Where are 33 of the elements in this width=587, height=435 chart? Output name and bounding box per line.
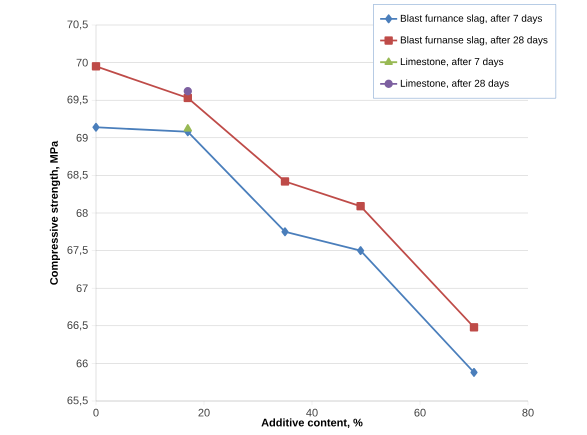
y-tick-label: 70,5 (67, 20, 88, 30)
point (184, 94, 192, 102)
y-tick-label: 68,5 (67, 170, 88, 180)
y-tick-label: 65,5 (67, 396, 88, 406)
point (356, 202, 365, 210)
y-tick-label: 69,5 (67, 96, 88, 105)
y-tick-label: 67 (76, 284, 88, 292)
point (280, 177, 290, 186)
legend-label: Blast furnance slag, after 7 days (400, 14, 542, 24)
point (470, 368, 478, 377)
point (92, 122, 100, 132)
point (470, 323, 478, 332)
legend-label: Limestone, after 7 days (400, 58, 504, 68)
point (184, 86, 192, 96)
y-tick-label: 68 (76, 209, 88, 217)
y-tick-label: 67,5 (67, 246, 88, 256)
y-tick-label: 66,5 (67, 321, 88, 330)
x-axis-title: Additive content, % (261, 418, 363, 428)
y-axis-title: Compressive strength, MPa (50, 140, 60, 285)
x-tick-label: 40 (306, 408, 318, 417)
x-tick-label: 20 (198, 408, 210, 417)
legend-label: Blast furnanse slag, after 28 days (400, 36, 548, 46)
y-tick-label: 66 (76, 360, 88, 368)
x-tick-label: 80 (522, 408, 534, 417)
point (184, 124, 192, 132)
point (281, 227, 289, 236)
y-tick-label: 70 (76, 58, 88, 66)
legend-label: Limestone, after 28 days (400, 79, 509, 89)
y-tick-label: 69 (76, 134, 88, 142)
point (92, 62, 100, 71)
x-tick-label: 0 (93, 408, 99, 417)
x-tick-label: 60 (414, 408, 426, 417)
point (357, 246, 364, 256)
